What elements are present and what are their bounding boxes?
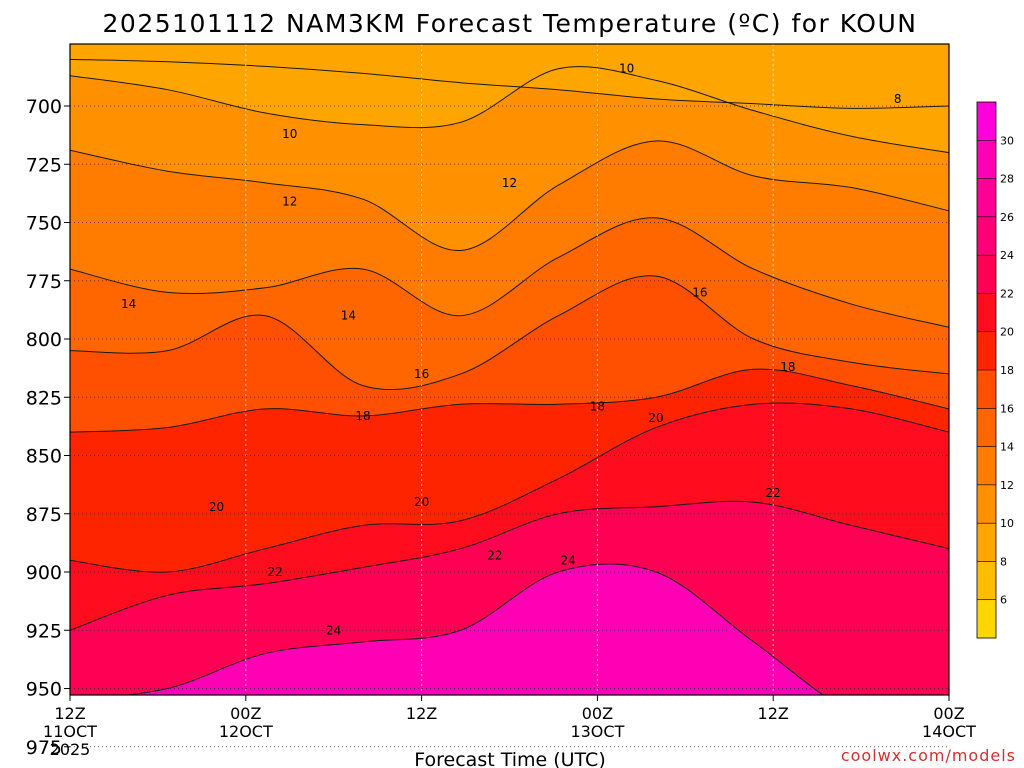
contour-label: 18 xyxy=(355,409,370,423)
x-tick-date: 14OCT xyxy=(922,722,976,741)
colorbar-swatch xyxy=(977,293,996,333)
colorbar-tick-label: 20 xyxy=(1000,326,1014,339)
contour-label: 18 xyxy=(780,360,795,374)
chart-title: 2025101112 NAM3KM Forecast Temperature (… xyxy=(103,9,918,38)
y-tick-label: 950 xyxy=(26,679,62,701)
y-tick-label: 975 xyxy=(26,737,62,759)
colorbar-swatch xyxy=(977,331,996,371)
y-tick-label: 725 xyxy=(26,154,62,176)
watermark: coolwx.com/models xyxy=(841,746,1016,765)
plot-frame xyxy=(69,43,950,696)
y-tick-label: 700 xyxy=(26,96,62,118)
colorbar-swatch xyxy=(977,446,996,486)
y-tick-label: 750 xyxy=(26,213,62,235)
isotherm-24 xyxy=(122,563,825,695)
colorbar-swatch xyxy=(977,523,996,562)
colorbar-tick-label: 6 xyxy=(1000,594,1007,607)
contour-label: 20 xyxy=(648,411,663,425)
y-tick-label: 900 xyxy=(26,562,62,584)
x-tick-label: 00Z xyxy=(582,704,613,723)
x-tick-year: 2025 xyxy=(50,740,91,759)
x-axis-label: Forecast Time (UTC) xyxy=(414,749,605,768)
colorbar-tick-label: 30 xyxy=(1000,134,1014,147)
contour-label: 16 xyxy=(692,285,707,299)
colorbar-swatch xyxy=(977,370,996,409)
underground xyxy=(70,695,949,752)
contour-label: 18 xyxy=(590,400,605,414)
contour-label: 20 xyxy=(414,495,429,509)
contour-label: 22 xyxy=(487,549,502,563)
x-tick-label: 12Z xyxy=(54,704,85,723)
contour-label: 24 xyxy=(560,553,575,567)
colorbar-swatch xyxy=(977,484,996,524)
colorbar-tick-label: 26 xyxy=(1000,211,1014,224)
contour-label: 14 xyxy=(121,297,136,311)
isotherm-12 xyxy=(70,140,949,251)
x-tick-date: 13OCT xyxy=(570,722,624,741)
colorbar-tick-label: 10 xyxy=(1000,517,1014,530)
colorbar-swatch xyxy=(977,255,996,294)
x-tick-date: 11OCT xyxy=(43,722,97,741)
colorbar-swatch xyxy=(977,561,996,601)
colorbar-tick-label: 24 xyxy=(1000,249,1014,262)
isotherm-14 xyxy=(70,217,949,328)
x-tick-date: 12OCT xyxy=(219,722,273,741)
contour-label: 12 xyxy=(502,176,517,190)
colorbar: 6 8 10 12 14 16 18 20 22 24 26 28 30 xyxy=(976,101,1014,639)
colorbar-tick-label: 28 xyxy=(1000,173,1014,186)
isotherm-18 xyxy=(70,368,949,433)
y-tick-label: 775 xyxy=(26,271,62,293)
contour-label: 24 xyxy=(326,623,341,637)
colorbar-tick-label: 12 xyxy=(1000,479,1014,492)
temperature-band-coldest xyxy=(70,44,949,109)
contour-label: 16 xyxy=(414,367,429,381)
colorbar-swatch xyxy=(977,178,996,218)
axes: 70072575077580082585087590092595097512Z1… xyxy=(26,96,976,759)
x-tick-label: 12Z xyxy=(406,704,437,723)
colorbar-swatch xyxy=(977,102,996,141)
x-tick-label: 12Z xyxy=(758,704,789,723)
contour-label: 10 xyxy=(282,127,297,141)
contour-label: 10 xyxy=(619,62,634,76)
colorbar-swatch xyxy=(977,599,996,639)
y-tick-label: 825 xyxy=(26,387,62,409)
contour-label: 22 xyxy=(267,565,282,579)
contour-label: 20 xyxy=(209,500,224,514)
colorbar-tick-label: 14 xyxy=(1000,441,1014,454)
contour-label: 14 xyxy=(341,309,356,323)
contour-label: 8 xyxy=(894,92,902,106)
isotherm-20 xyxy=(70,402,949,573)
colorbar-tick-label: 16 xyxy=(1000,402,1014,415)
y-tick-label: 925 xyxy=(26,620,62,642)
colorbar-tick-label: 18 xyxy=(1000,364,1014,377)
contour-label: 22 xyxy=(766,486,781,500)
colorbar-swatch xyxy=(977,140,996,180)
grid-lines xyxy=(69,44,950,748)
colorbar-swatch xyxy=(977,408,996,448)
x-tick-label: 00Z xyxy=(933,704,964,723)
y-tick-label: 800 xyxy=(26,329,62,351)
colorbar-swatch xyxy=(977,216,996,256)
contour-label: 12 xyxy=(282,195,297,209)
y-tick-label: 850 xyxy=(26,446,62,468)
isotherm-16 xyxy=(70,275,949,391)
x-tick-label: 00Z xyxy=(230,704,261,723)
colorbar-tick-label: 8 xyxy=(1000,555,1007,568)
isotherm-22 xyxy=(70,500,949,631)
isotherm-10 xyxy=(70,66,949,154)
colorbar-tick-label: 22 xyxy=(1000,287,1014,300)
y-tick-label: 875 xyxy=(26,504,62,526)
plot-area: 8 10 10 12 12 14 14 16 16 18 18 18 20 20 20 22 22 22 24 24 xyxy=(70,44,949,752)
